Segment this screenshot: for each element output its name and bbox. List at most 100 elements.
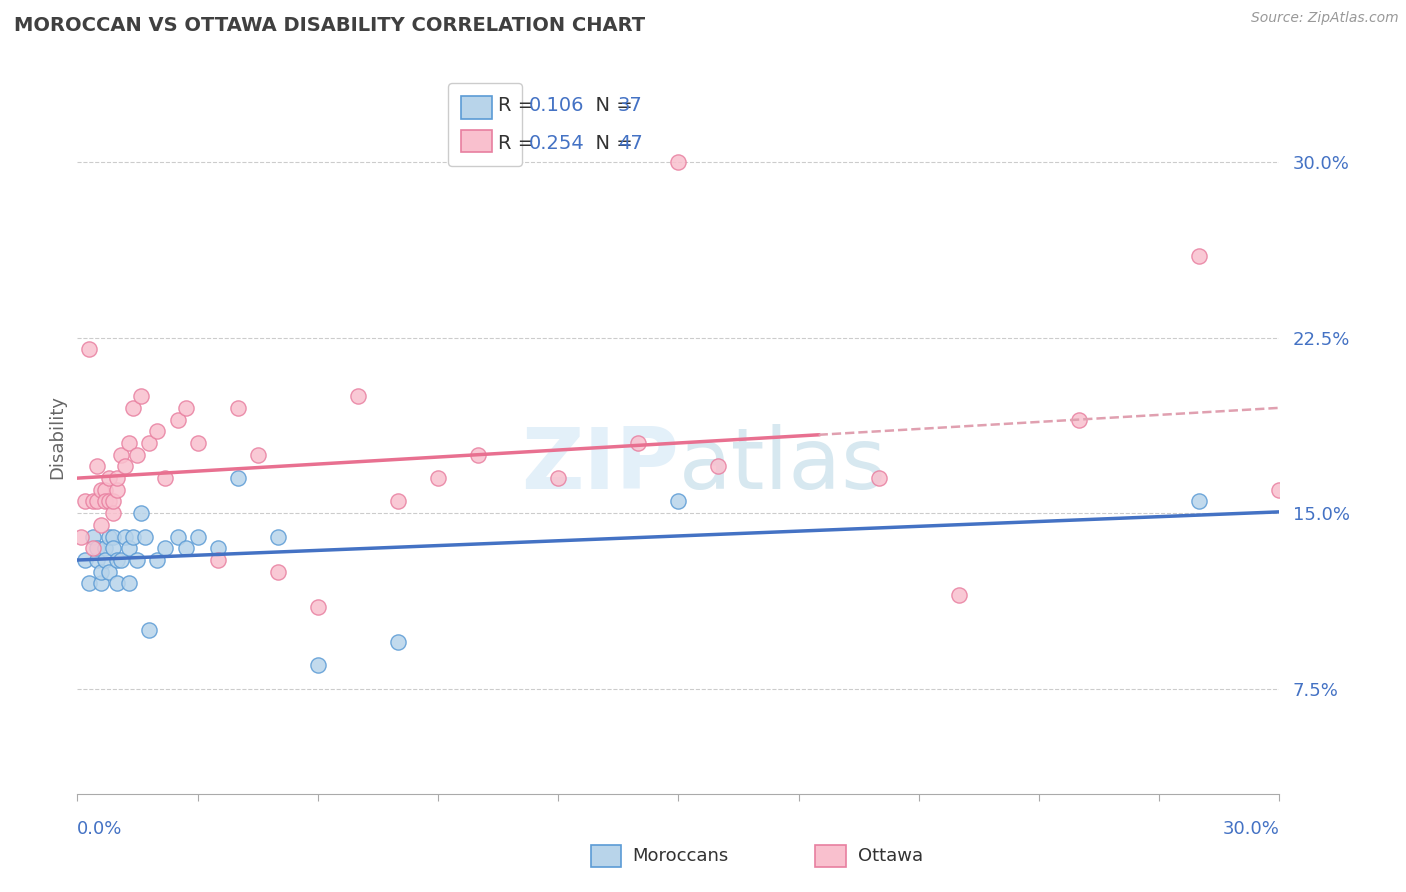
Point — [186, 436, 209, 450]
Point — [94, 553, 117, 567]
Point — [267, 565, 290, 579]
Point — [103, 529, 125, 543]
Point — [155, 471, 177, 485]
Point — [226, 401, 249, 415]
Point — [226, 471, 249, 485]
Point — [90, 576, 112, 591]
Point — [547, 471, 569, 485]
Point — [86, 459, 108, 474]
Point — [86, 541, 108, 556]
Point — [668, 155, 690, 169]
Point — [174, 401, 197, 415]
Point — [131, 506, 153, 520]
Point — [127, 553, 149, 567]
Point — [627, 436, 650, 450]
Point — [347, 389, 370, 403]
Point — [98, 529, 121, 543]
Point — [82, 494, 104, 508]
Point — [127, 448, 149, 462]
Point — [166, 529, 188, 543]
Point — [107, 483, 129, 497]
Point — [82, 541, 104, 556]
Text: atlas: atlas — [679, 424, 886, 508]
Point — [90, 565, 112, 579]
Text: N =: N = — [582, 134, 638, 153]
Text: Moroccans: Moroccans — [633, 847, 728, 865]
Point — [174, 541, 197, 556]
Text: 30.0%: 30.0% — [1223, 820, 1279, 838]
Point — [103, 494, 125, 508]
Text: 0.106: 0.106 — [529, 95, 585, 115]
Point — [131, 389, 153, 403]
Point — [103, 541, 125, 556]
Text: MOROCCAN VS OTTAWA DISABILITY CORRELATION CHART: MOROCCAN VS OTTAWA DISABILITY CORRELATIO… — [14, 16, 645, 35]
Point — [118, 541, 141, 556]
Point — [94, 494, 117, 508]
Point — [122, 529, 145, 543]
Point — [307, 599, 329, 614]
Point — [1268, 483, 1291, 497]
Text: R =: R = — [498, 134, 541, 153]
Point — [79, 343, 101, 357]
Text: 0.254: 0.254 — [529, 134, 585, 153]
Point — [1188, 249, 1211, 263]
Point — [138, 436, 160, 450]
Text: Source: ZipAtlas.com: Source: ZipAtlas.com — [1251, 12, 1399, 25]
Text: Ottawa: Ottawa — [858, 847, 922, 865]
Point — [387, 635, 409, 649]
Text: 47: 47 — [617, 134, 643, 153]
Legend: , : , — [447, 83, 522, 166]
Point — [98, 494, 121, 508]
Point — [107, 553, 129, 567]
Point — [1069, 412, 1091, 426]
Point — [118, 576, 141, 591]
Point — [267, 529, 290, 543]
Point — [1188, 494, 1211, 508]
Point — [948, 588, 970, 602]
Point — [90, 483, 112, 497]
Point — [90, 517, 112, 532]
Point — [98, 565, 121, 579]
Point — [155, 541, 177, 556]
Point — [207, 553, 229, 567]
Point — [307, 658, 329, 673]
Point — [114, 459, 136, 474]
Point — [138, 623, 160, 637]
Point — [707, 459, 730, 474]
Point — [98, 471, 121, 485]
Point — [146, 424, 169, 438]
Point — [146, 553, 169, 567]
Point — [70, 529, 93, 543]
Point — [114, 529, 136, 543]
Point — [86, 553, 108, 567]
Point — [668, 494, 690, 508]
Point — [107, 471, 129, 485]
Point — [467, 448, 489, 462]
Point — [110, 553, 132, 567]
Point — [94, 483, 117, 497]
Point — [86, 494, 108, 508]
Point — [79, 576, 101, 591]
Point — [94, 541, 117, 556]
Point — [82, 529, 104, 543]
Text: ZIP: ZIP — [520, 424, 679, 508]
Point — [868, 471, 890, 485]
Point — [122, 401, 145, 415]
Point — [75, 494, 97, 508]
Point — [103, 506, 125, 520]
Point — [118, 436, 141, 450]
Text: 37: 37 — [617, 95, 643, 115]
Text: R =: R = — [498, 95, 541, 115]
Point — [75, 553, 97, 567]
Point — [134, 529, 156, 543]
Point — [246, 448, 269, 462]
Point — [186, 529, 209, 543]
Text: 0.0%: 0.0% — [77, 820, 122, 838]
Point — [427, 471, 450, 485]
Point — [110, 448, 132, 462]
Point — [107, 576, 129, 591]
Point — [387, 494, 409, 508]
Text: N =: N = — [582, 95, 638, 115]
Point — [166, 412, 188, 426]
Y-axis label: Disability: Disability — [48, 395, 66, 479]
